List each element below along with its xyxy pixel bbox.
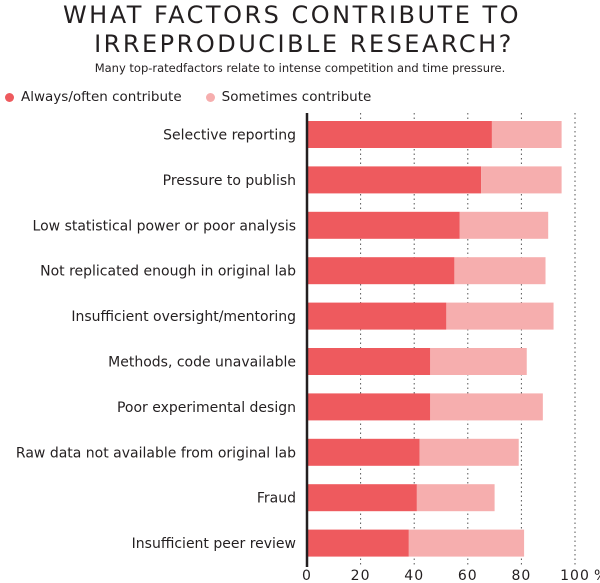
bar-sometimes-5 (430, 348, 527, 375)
bar-sometimes-2 (459, 211, 549, 239)
bar-always-6 (307, 393, 431, 421)
x-tick-label-4: 80 (511, 568, 531, 583)
legend-item-always: Always/often contribute (5, 89, 182, 105)
bar-always-0 (307, 121, 492, 148)
category-label-9: Insufficient peer review (132, 536, 296, 552)
category-label-2: Low statistical power or poor analysis (33, 218, 296, 234)
bar-sometimes-6 (430, 393, 543, 421)
bar-sometimes-9 (408, 529, 525, 557)
category-label-4: Insufficient oversight/mentoring (71, 309, 296, 325)
bar-always-9 (307, 529, 409, 557)
bar-always-8 (307, 484, 417, 512)
bar-always-5 (307, 348, 431, 375)
x-tick-label-3: 60 (458, 568, 478, 583)
category-label-1: Pressure to publish (163, 173, 296, 189)
x-tick-label-5: 100 (560, 568, 590, 583)
bar-sometimes-0 (491, 121, 562, 148)
bar-sometimes-1 (481, 166, 562, 194)
bar-always-7 (307, 438, 420, 466)
x-tick-label-6: % (594, 568, 600, 583)
chart-title-line2: IRREPRODUCIBLE RESEARCH? (94, 30, 514, 58)
bar-always-2 (307, 211, 460, 239)
bar-sometimes-7 (419, 438, 519, 466)
chart-title-line1: WHAT FACTORS CONTRIBUTE TO (62, 1, 522, 29)
bar-sometimes-4 (446, 302, 554, 330)
x-tick-label-0: 0 (302, 568, 312, 583)
category-label-6: Poor experimental design (117, 400, 296, 416)
x-tick-label-2: 40 (404, 568, 424, 583)
legend-label-always: Always/often contribute (21, 89, 182, 105)
legend-swatch-sometimes (205, 92, 215, 102)
legend-label-sometimes: Sometimes contribute (221, 89, 372, 105)
chart-subtitle: Many top-ratedfactors relate to intense … (94, 61, 506, 75)
category-label-5: Methods, code unavailable (108, 355, 296, 371)
bar-always-3 (307, 257, 455, 285)
bar-sometimes-8 (416, 484, 495, 512)
category-label-0: Selective reporting (163, 128, 296, 144)
x-tick-label-1: 20 (351, 568, 371, 583)
bar-always-1 (307, 166, 482, 194)
bar-always-4 (307, 302, 447, 330)
category-label-3: Not replicated enough in original lab (40, 264, 296, 280)
category-label-7: Raw data not available from original lab (16, 445, 296, 461)
legend: Always/often contribute Sometimes contri… (5, 89, 395, 105)
bar-sometimes-3 (454, 257, 546, 285)
category-label-8: Fraud (257, 491, 296, 507)
legend-swatch-always (5, 92, 14, 102)
legend-item-sometimes: Sometimes contribute (205, 89, 372, 105)
